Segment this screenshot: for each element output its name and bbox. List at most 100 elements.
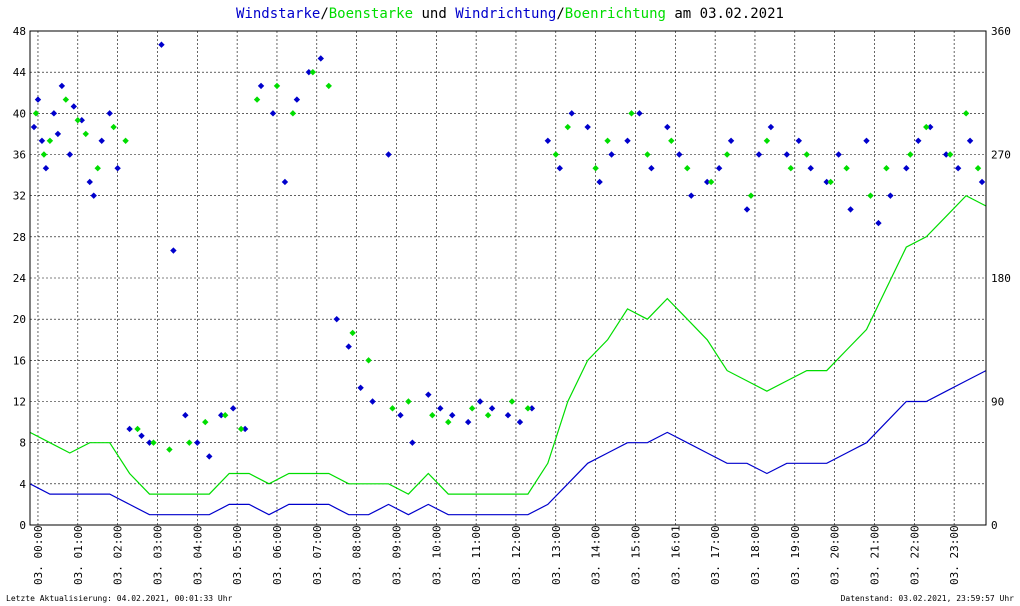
- wind-direction-point: [345, 343, 352, 350]
- wind-direction-point: [596, 178, 603, 186]
- wind-direction-point: [863, 137, 870, 144]
- gust-direction-point: [508, 398, 516, 405]
- wind-direction-point: [476, 398, 484, 405]
- wind-direction-point: [887, 192, 894, 199]
- gust-direction-point: [803, 151, 810, 158]
- title-boenstarke: Boenstarke: [329, 6, 413, 22]
- gust-direction-point: [94, 165, 101, 172]
- gust-direction-point: [186, 439, 193, 446]
- gust-direction-point: [46, 137, 54, 144]
- wind-direction-point: [767, 123, 775, 131]
- wind-direction-point: [70, 103, 78, 110]
- wind-direction-point: [58, 82, 66, 90]
- y-left-tick-label: 4: [19, 478, 26, 491]
- wind-direction-point: [835, 151, 842, 158]
- gust-direction-point: [668, 137, 675, 144]
- wind-direction-point: [54, 130, 62, 138]
- wind-direction-point: [954, 165, 962, 172]
- title-date: am 03.02.2021: [666, 6, 784, 22]
- y-right-tick-label: 270: [991, 149, 1011, 162]
- gust-direction-point: [365, 357, 372, 364]
- x-tick-label: 03. 12:00: [510, 525, 523, 585]
- y-right-tick-label: 360: [991, 25, 1011, 38]
- wind-direction-point: [624, 137, 631, 144]
- gust-direction-point: [923, 123, 930, 131]
- wind-direction-point: [194, 439, 201, 446]
- wind-direction-point: [38, 137, 46, 144]
- gust-direction-point: [445, 418, 452, 426]
- x-tick-label: 03. 23:00: [948, 525, 961, 585]
- wind-direction-point: [34, 96, 42, 103]
- wind-direction-point: [528, 405, 536, 412]
- gust-direction-point: [628, 110, 635, 117]
- gust-direction-point: [843, 165, 850, 172]
- wind-direction-point: [78, 116, 85, 124]
- gust-direction-point: [747, 192, 755, 199]
- wind-direction-point: [66, 151, 74, 158]
- wind-direction-point: [385, 151, 392, 158]
- x-tick-label: 03. 10:00: [430, 525, 443, 585]
- y-left-tick-label: 36: [13, 149, 26, 162]
- wind-direction-point: [42, 165, 50, 172]
- wind-direction-point: [676, 151, 683, 158]
- wind-direction-point: [807, 165, 814, 172]
- wind-direction-point: [847, 206, 854, 213]
- gust-direction-point: [883, 165, 890, 172]
- y-left-tick-label: 24: [13, 272, 27, 285]
- footer-data-status: Datenstand: 03.02.2021, 23:59:57 Uhr: [841, 594, 1015, 603]
- wind-direction-point: [795, 137, 802, 144]
- wind-direction-point: [636, 110, 643, 117]
- gust-direction-point: [349, 329, 356, 337]
- wind-direction-point: [783, 151, 791, 158]
- gust-direction-point: [723, 151, 731, 158]
- x-tick-label: 03. 21:00: [868, 525, 881, 585]
- wind-direction-point: [170, 247, 177, 254]
- x-tick-label: 03. 00:00: [32, 525, 45, 585]
- wind-direction-point: [727, 137, 735, 144]
- gust-direction-point: [644, 151, 651, 158]
- gust-direction-point: [82, 130, 89, 138]
- gust-speed-line: [29, 194, 987, 495]
- y-left-tick-label: 20: [13, 313, 26, 326]
- gust-direction-point: [122, 137, 129, 144]
- y-left-tick-label: 8: [19, 437, 26, 450]
- wind-direction-point: [504, 412, 512, 419]
- y-left-tick-label: 32: [13, 190, 26, 203]
- plot-frame: [29, 30, 987, 526]
- gust-direction-point: [867, 192, 874, 199]
- y-left-tick-label: 48: [13, 25, 26, 38]
- y-left-tick-label: 0: [19, 519, 26, 532]
- wind-direction-point: [409, 439, 416, 446]
- wind-direction-point: [437, 405, 444, 412]
- wind-direction-point: [915, 137, 922, 144]
- y-left-tick-label: 16: [13, 354, 26, 367]
- wind-direction-point: [369, 398, 376, 405]
- wind-direction-point: [114, 165, 121, 172]
- gust-direction-point: [564, 123, 571, 131]
- wind-direction-point: [516, 418, 524, 426]
- x-tick-label: 03. 13:00: [550, 525, 563, 585]
- gust-direction-point: [429, 412, 436, 419]
- y-right-tick-label: 180: [991, 272, 1011, 285]
- y-left-tick-label: 40: [13, 107, 26, 120]
- wind-direction-point: [317, 55, 324, 62]
- gust-direction-point: [62, 96, 70, 103]
- gust-direction-point: [221, 412, 229, 419]
- wind-direction-point: [182, 412, 189, 419]
- wind-direction-point: [86, 178, 93, 186]
- wind-direction-point: [715, 165, 723, 172]
- wind-direction-point: [106, 110, 113, 117]
- gust-direction-point: [202, 418, 209, 426]
- wind-direction-point: [293, 96, 301, 103]
- wind-direction-point: [703, 178, 711, 186]
- title-sep1: /: [320, 6, 328, 22]
- wind-direction-point: [942, 151, 950, 158]
- gust-direction-point: [604, 137, 611, 144]
- title-windstarke: Windstarke: [236, 6, 320, 22]
- gust-direction-point: [166, 446, 173, 453]
- x-tick-label: 03. 03:00: [151, 525, 164, 585]
- wind-direction-point: [158, 41, 165, 48]
- x-tick-label: 03. 16:01: [669, 525, 682, 585]
- wind-direction-point: [584, 123, 591, 131]
- x-tick-label: 03. 08:00: [351, 525, 364, 585]
